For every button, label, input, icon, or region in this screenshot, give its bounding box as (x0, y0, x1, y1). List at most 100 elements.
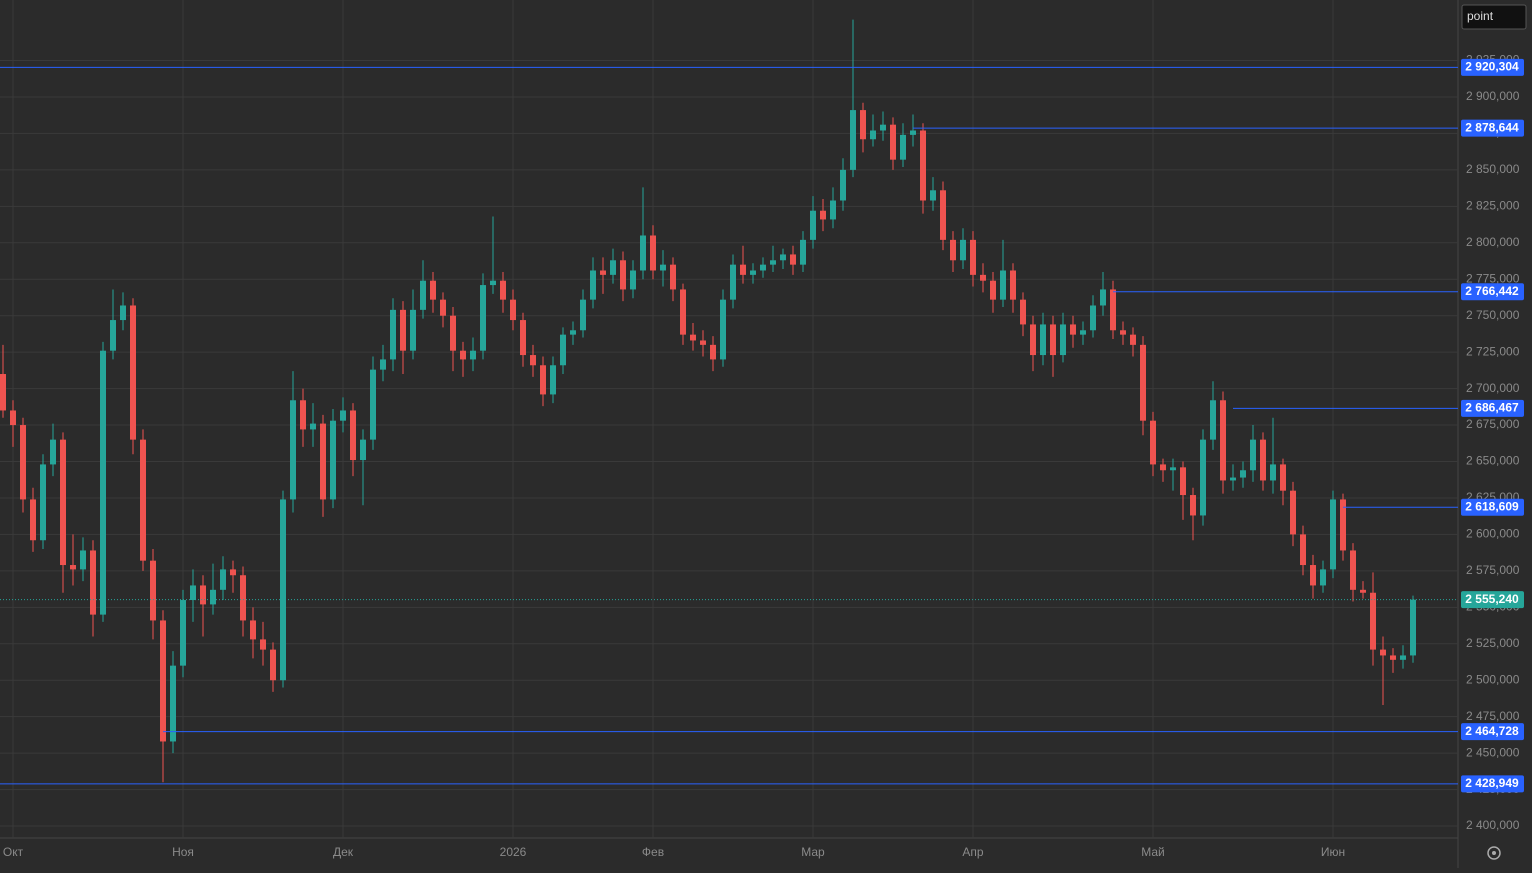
candle-body (1380, 649, 1386, 656)
y-tick-label: 2 825,000 (1466, 199, 1520, 213)
candle-body (150, 560, 156, 621)
candle-body (380, 359, 386, 370)
candle-body (820, 210, 826, 220)
level-label-box (1461, 58, 1524, 76)
candle-body (950, 239, 956, 261)
candle-body (1090, 305, 1096, 331)
candle-body (930, 190, 936, 201)
candle-body (600, 270, 606, 275)
candle-body (1300, 534, 1306, 566)
candle-body (870, 130, 876, 140)
level-label: 2 766,442 (1465, 284, 1519, 298)
candle-body (500, 280, 506, 300)
candle-body (1310, 565, 1316, 586)
candle-body (1370, 592, 1376, 650)
candle-body (310, 423, 316, 430)
x-tick-label: Окт (3, 845, 24, 859)
candle-body (570, 330, 576, 335)
candle-body (20, 425, 26, 500)
candle-body (760, 264, 766, 271)
x-tick-label: 2026 (500, 845, 527, 859)
candle-body (1050, 324, 1056, 356)
x-tick-label: Ноя (172, 845, 194, 859)
candle-body (210, 589, 216, 605)
candle-body (200, 585, 206, 605)
candle-body (640, 235, 646, 271)
candle-body (1140, 344, 1146, 421)
y-tick-label: 2 725,000 (1466, 344, 1520, 358)
candle-body (610, 260, 616, 275)
candle-body (650, 235, 656, 271)
candle-body (330, 420, 336, 500)
candle-body (1330, 499, 1336, 570)
candle-body (840, 169, 846, 201)
candle-body (510, 299, 516, 321)
candle-body (530, 355, 536, 366)
x-tick-label: Мар (801, 845, 825, 859)
candle-body (620, 260, 626, 290)
candle-body (1390, 655, 1396, 660)
candle-body (1170, 467, 1176, 471)
candle-body (550, 365, 556, 395)
x-tick-label: Фев (642, 845, 664, 859)
candle-body (0, 374, 6, 411)
level-label-box (1461, 399, 1524, 417)
y-tick-label: 2 850,000 (1466, 162, 1520, 176)
instrument-box[interactable] (1461, 4, 1527, 30)
candle-body (1360, 589, 1366, 593)
level-label: 2 618,609 (1465, 499, 1519, 513)
candle-body (30, 499, 36, 541)
candle-body (1220, 400, 1226, 481)
candle-body (670, 264, 676, 290)
candle-body (1410, 599, 1416, 656)
candle-body (320, 423, 326, 500)
level-label: 2 686,467 (1465, 401, 1519, 415)
candle-body (1060, 324, 1066, 356)
candle-body (1230, 477, 1236, 481)
y-tick-label: 2 900,000 (1466, 89, 1520, 103)
candle-body (360, 439, 366, 461)
settings-ring (1487, 846, 1501, 860)
candle-body (1120, 330, 1126, 335)
candle-body (250, 620, 256, 640)
level-label-box (1461, 283, 1524, 301)
settings-dot (1492, 851, 1496, 855)
candle-body (520, 320, 526, 356)
candle-body (800, 239, 806, 265)
last-price-label: 2 555,240 (1465, 592, 1519, 606)
y-tick-label: 2 675,000 (1466, 417, 1520, 431)
candle-body (1400, 655, 1406, 660)
candle-body (1180, 467, 1186, 496)
y-tick-label: 2 400,000 (1466, 818, 1520, 832)
y-tick-label: 2 525,000 (1466, 636, 1520, 650)
settings-icon[interactable] (1487, 846, 1501, 860)
candle-body (270, 649, 276, 681)
candle-body (80, 550, 86, 570)
candle-body (1150, 420, 1156, 465)
candle-body (660, 264, 666, 271)
candle-body (1260, 439, 1266, 481)
candle-body (1190, 495, 1196, 516)
candle-body (410, 309, 416, 351)
candle-body (1070, 324, 1076, 335)
candle-body (470, 350, 476, 360)
level-label-box (1461, 498, 1524, 516)
candle-body (1270, 464, 1276, 481)
candle-body (560, 334, 566, 366)
candle-body (780, 254, 786, 261)
candle-body (1240, 470, 1246, 478)
candle-body (690, 334, 696, 341)
candle-body (420, 280, 426, 310)
candle-body (110, 320, 116, 351)
candle-body (370, 369, 376, 440)
candle-body (180, 600, 186, 666)
candle-body (1110, 289, 1116, 331)
candle-body (120, 305, 126, 321)
y-tick-label: 2 750,000 (1466, 308, 1520, 322)
candle-body (960, 239, 966, 261)
candle-body (1210, 400, 1216, 440)
candle-body (790, 254, 796, 265)
plot (0, 0, 1458, 838)
level-label-box (1461, 775, 1524, 793)
